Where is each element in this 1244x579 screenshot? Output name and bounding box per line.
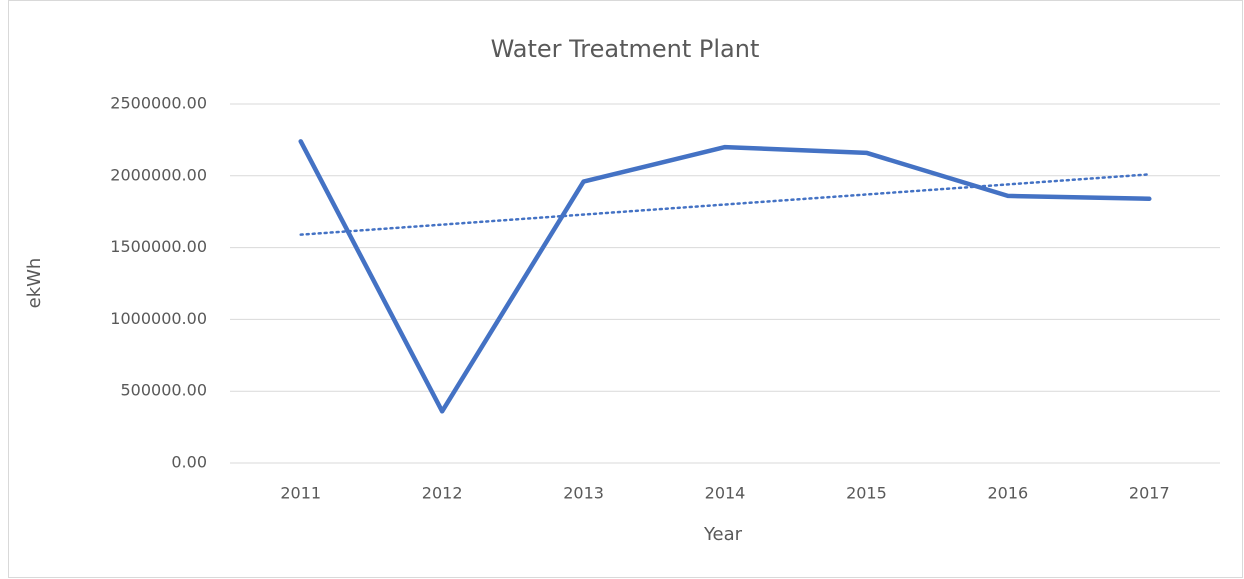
x-tick-label: 2014 [705, 484, 746, 503]
x-axis-title: Year [703, 524, 743, 545]
trend-line [299, 173, 1151, 236]
y-tick-label: 500000.00 [120, 381, 207, 400]
y-tick-label: 2000000.00 [110, 165, 207, 184]
chart-title: Water Treatment Plant [491, 35, 760, 63]
y-tick-label: 0.00 [171, 453, 207, 472]
x-tick-label: 2011 [280, 484, 321, 503]
x-tick-label: 2015 [846, 484, 887, 503]
series-line [298, 139, 1152, 414]
x-tick-label: 2016 [987, 484, 1028, 503]
x-tick-label: 2017 [1129, 484, 1170, 503]
y-tick-label: 2500000.00 [110, 94, 207, 113]
y-tick-label: 1000000.00 [110, 309, 207, 328]
x-tick-label: 2012 [422, 484, 463, 503]
y-axis-title: ekWh [24, 258, 45, 309]
chart-border [8, 0, 1243, 578]
x-tick-label: 2013 [563, 484, 604, 503]
y-tick-label: 1500000.00 [110, 237, 207, 256]
